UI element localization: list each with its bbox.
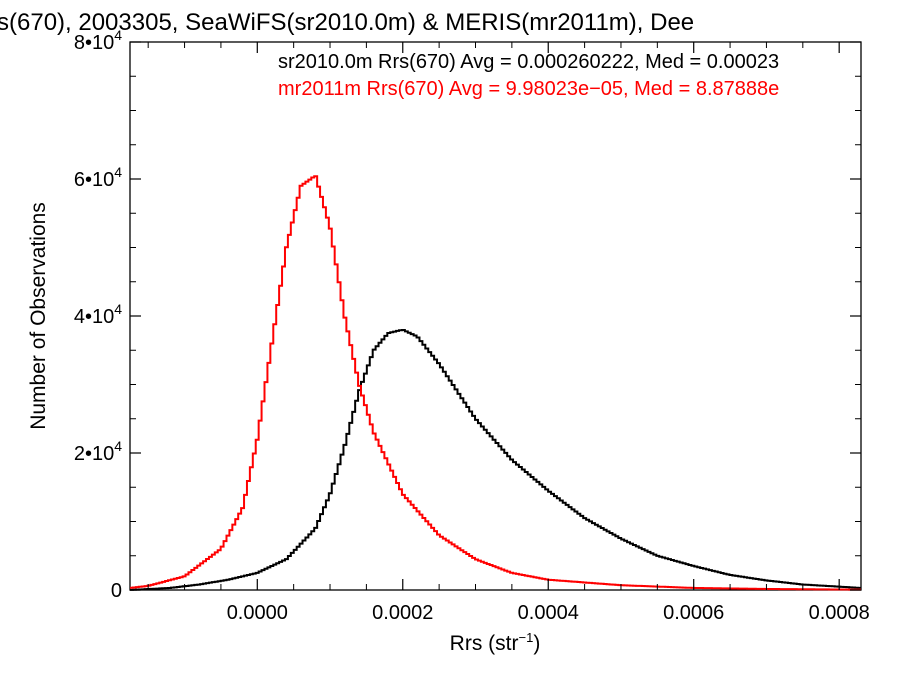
y-axis-label: Number of Observations — [27, 202, 50, 430]
y-tick-label-1: 2•104 — [74, 438, 122, 465]
x-tick-label-3: 0.0006 — [663, 602, 724, 624]
y-tick-label-4: 8•104 — [74, 27, 122, 54]
x-tick-label-4: 0.0008 — [809, 602, 870, 624]
y-tick-label-0: 0 — [111, 580, 122, 602]
x-tick-label-1: 0.0002 — [372, 602, 433, 624]
chart-title: s(670), 2003305, SeaWiFS(sr2010.0m) & ME… — [0, 9, 694, 36]
legend-entry-mr2011: mr2011m Rrs(670) Avg = 9.98023e−05, Med … — [278, 78, 779, 100]
x-tick-label-0: 0.0000 — [227, 602, 288, 624]
series-layer — [130, 175, 861, 591]
x-axis-label: Rrs (str−1) — [450, 630, 541, 655]
series-line-1 — [130, 175, 861, 591]
plot-frame — [129, 41, 862, 591]
y-tick-label-3: 6•104 — [74, 164, 122, 191]
legend-entry-sr2010: sr2010.0m Rrs(670) Avg = 0.000260222, Me… — [278, 51, 779, 73]
series-line-0 — [130, 329, 861, 591]
x-tick-label-2: 0.0004 — [518, 602, 579, 624]
y-tick-label-2: 4•104 — [74, 301, 122, 328]
ticks-layer: 0.0000 0.0002 0.0004 0.0006 0.0008 0 2•104 4•10… — [74, 27, 870, 624]
